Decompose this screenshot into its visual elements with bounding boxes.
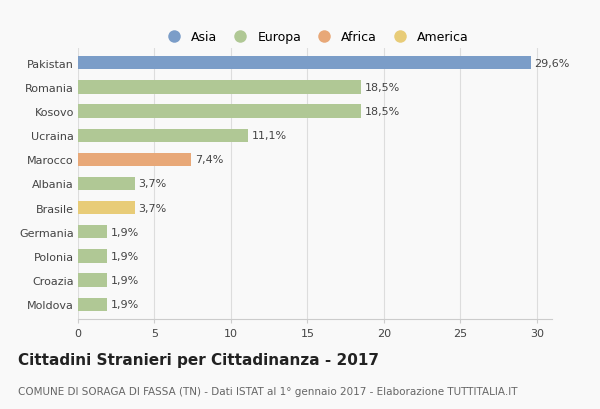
Bar [78, 129, 248, 142]
Text: 3,7%: 3,7% [139, 203, 167, 213]
Text: 7,4%: 7,4% [195, 155, 223, 165]
Bar [78, 105, 361, 118]
Text: COMUNE DI SORAGA DI FASSA (TN) - Dati ISTAT al 1° gennaio 2017 - Elaborazione TU: COMUNE DI SORAGA DI FASSA (TN) - Dati IS… [18, 387, 517, 396]
Bar [78, 274, 107, 287]
Text: 11,1%: 11,1% [251, 131, 287, 141]
Text: 3,7%: 3,7% [139, 179, 167, 189]
Text: 1,9%: 1,9% [111, 276, 139, 285]
Text: 18,5%: 18,5% [365, 107, 400, 117]
Text: 29,6%: 29,6% [535, 58, 570, 69]
Bar [78, 250, 107, 263]
Text: 1,9%: 1,9% [111, 227, 139, 237]
Bar [78, 226, 107, 239]
Text: 18,5%: 18,5% [365, 83, 400, 92]
Bar [78, 153, 191, 166]
Legend: Asia, Europa, Africa, America: Asia, Europa, Africa, America [158, 28, 472, 46]
Bar [78, 178, 134, 191]
Bar [78, 202, 134, 215]
Bar [78, 81, 361, 94]
Bar [78, 57, 530, 70]
Text: 1,9%: 1,9% [111, 299, 139, 310]
Text: 1,9%: 1,9% [111, 252, 139, 261]
Bar [78, 298, 107, 311]
Text: Cittadini Stranieri per Cittadinanza - 2017: Cittadini Stranieri per Cittadinanza - 2… [18, 352, 379, 367]
